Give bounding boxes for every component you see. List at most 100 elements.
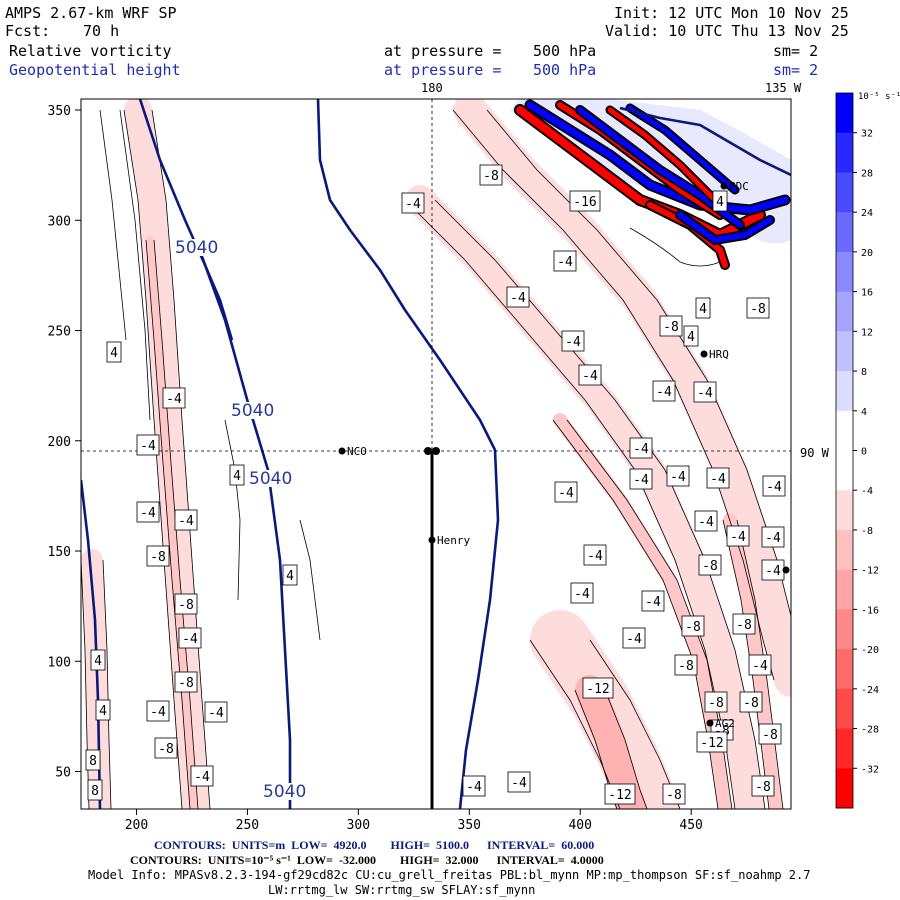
x-tick-label: 200 — [125, 818, 148, 833]
y-tick-label: 200 — [48, 435, 71, 450]
vorticity-contour-label: -4 — [656, 385, 672, 400]
vorticity-contour-label: -4 — [466, 780, 482, 795]
vorticity-label-box — [629, 437, 653, 459]
vorticity-contour-label: -4 — [765, 531, 781, 546]
vorticity-label-box — [652, 380, 676, 402]
vorticity-label-box — [659, 315, 683, 337]
x-tick-label: 450 — [679, 818, 702, 833]
colorbar-tick-label: 32 — [861, 129, 873, 140]
vorticity-label-box — [229, 464, 245, 486]
vorticity-label-box — [479, 164, 503, 186]
vorticity-label-box — [174, 593, 198, 615]
vorticity-label-box — [106, 341, 122, 363]
vorticity-contour-label: -12 — [700, 736, 723, 751]
vorticity-contour-label: -4 — [766, 480, 782, 495]
colorbar-segment — [836, 688, 853, 730]
pole-marker — [424, 447, 432, 455]
pressure1-label: at pressure = — [384, 42, 502, 60]
height-label-bg — [247, 470, 295, 487]
vorticity-contour-line — [299, 519, 321, 641]
station-marker — [338, 447, 346, 455]
vorticity-contour-label: -8 — [178, 598, 194, 613]
vorticity-contour-label: 4 — [699, 302, 707, 317]
height-contour-label: 5040 — [175, 238, 218, 258]
vorticity-contour-line — [604, 689, 648, 809]
vorticity-contour-line — [145, 239, 191, 809]
fcst-label: Fcst: — [5, 22, 51, 40]
vorticity-contour-label: -8 — [750, 302, 766, 317]
vorticity-contour-label: -4 — [405, 197, 421, 212]
vorticity-label-box — [751, 775, 775, 797]
colorbar-segment — [836, 371, 853, 412]
vorticity-contour-label: -4 — [710, 472, 726, 487]
vorticity-label-box — [570, 582, 594, 604]
colorbar-segment — [836, 649, 853, 690]
vorticity-contour-line — [736, 519, 784, 809]
vorticity-label-box — [90, 649, 106, 671]
vorticity-contour-label: -8 — [158, 742, 174, 757]
vorticity-contour-label: -4 — [140, 506, 156, 521]
vorticity-contour-line — [486, 109, 791, 618]
station-label: AG2 — [715, 717, 735, 730]
x-tick-label: 400 — [568, 818, 591, 833]
vorticity-label-box — [732, 613, 756, 635]
vorticity-contour-label: -12 — [586, 682, 609, 697]
vorticity-contour-label: 4 — [716, 195, 724, 210]
vorticity-contour-label: -4 — [182, 632, 198, 647]
colorbar-tick-label: -24 — [861, 685, 879, 696]
colorbar-tick-label: 24 — [861, 208, 873, 219]
vorticity-contour-label: -16 — [573, 195, 596, 210]
vorticity-contour-label: -4 — [194, 770, 210, 785]
colorbar-segment — [836, 291, 853, 332]
vorticity-label-box — [582, 677, 614, 699]
vorticity-label-box — [693, 381, 717, 403]
colorbar-segment — [836, 609, 853, 650]
vorticity-contour-line — [123, 109, 183, 809]
vorticity-fill-band — [453, 99, 791, 697]
vorticity-fill-band — [146, 236, 198, 809]
vorticity-label-box — [506, 286, 530, 308]
vorticity-label-box — [178, 627, 202, 649]
y-tick-label: 350 — [48, 104, 71, 119]
vorticity-label-box — [583, 544, 607, 566]
valid-time: Valid: 10 UTC Thu 13 Nov 25 — [605, 22, 849, 40]
vorticity-label-box — [85, 749, 101, 771]
colorbar-tick-label: 28 — [861, 168, 873, 179]
pressure2-label: at pressure = — [384, 61, 502, 79]
colorbar-segment — [836, 212, 853, 253]
colorbar-tick-label: 0 — [861, 447, 867, 458]
station-marker — [720, 182, 728, 190]
vorticity-label-box — [204, 701, 228, 723]
vorticity-label-box — [561, 330, 585, 352]
colorbar-tick-label: -20 — [861, 645, 879, 656]
vorticity-label-box — [726, 525, 750, 547]
plot-frame — [80, 98, 792, 810]
vorticity-contour-label: -4 — [698, 515, 714, 530]
station-label: NCO — [347, 445, 367, 458]
vorticity-contour-line — [99, 109, 127, 341]
height-label-bg — [173, 239, 221, 256]
vorticity-contour-label: -4 — [511, 776, 527, 791]
vorticity-contour-label: -4 — [587, 549, 603, 564]
fcst-value: 70 h — [83, 22, 120, 40]
vorticity-contour-label: -4 — [140, 439, 156, 454]
vorticity-contour-line — [452, 109, 775, 681]
x-tick-label: 250 — [236, 818, 259, 833]
vorticity-contour-label: -4 — [574, 587, 590, 602]
vorticity-contour-label: -4 — [730, 530, 746, 545]
vorticity-contour-label: -8 — [150, 550, 166, 565]
colorbar-segment — [836, 728, 853, 769]
vorticity-contour-label: -8 — [663, 320, 679, 335]
vorticity-label-box — [704, 691, 728, 713]
vorticity-contour-label: -4 — [565, 335, 581, 350]
vorticity-contour-label: -4 — [150, 705, 166, 720]
height-contour-label: 5040 — [263, 782, 306, 802]
vorticity-contour-label: -12 — [608, 788, 631, 803]
vorticity-contour-line — [81, 559, 90, 809]
vorticity-contour-line — [224, 419, 241, 601]
height-label-bg — [261, 783, 309, 800]
colorbar-segment — [836, 569, 853, 610]
colorbar-segment — [836, 410, 853, 451]
pole-marker — [432, 447, 440, 455]
